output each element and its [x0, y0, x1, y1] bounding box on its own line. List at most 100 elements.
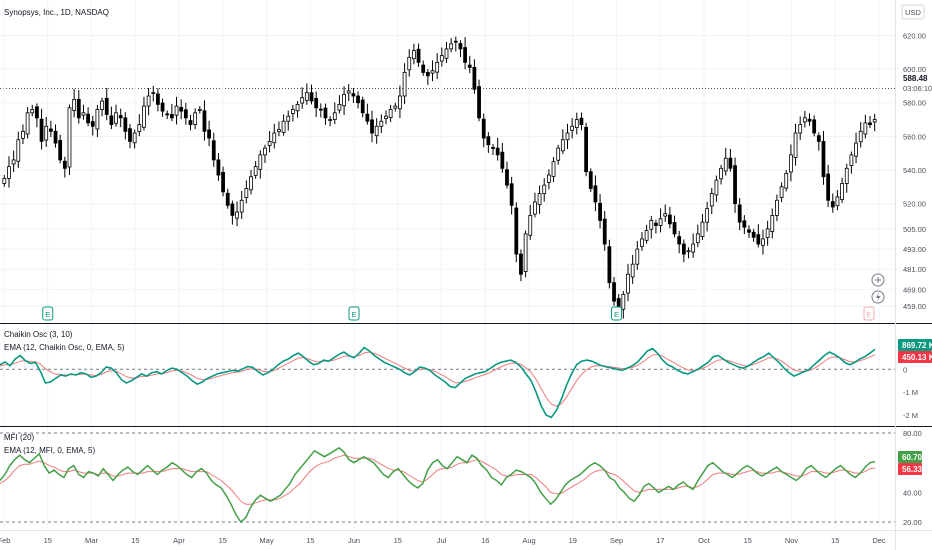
candle-up	[844, 167, 849, 184]
candle-up	[244, 188, 249, 198]
time-tick-label: Nov	[785, 536, 799, 545]
candle-up	[253, 166, 258, 176]
candle-down	[76, 98, 81, 119]
candle-down	[458, 43, 463, 50]
candle-up	[328, 119, 333, 121]
earnings-marker[interactable]: E	[611, 306, 622, 321]
candle-down	[425, 72, 430, 77]
price-tick-label: 620.00	[903, 31, 926, 40]
price-pane[interactable]	[2, 36, 877, 319]
candle-up	[95, 109, 100, 130]
chaikin-axis[interactable]: 869.72 K 450.13 K 0 -1 M -2 M	[898, 339, 932, 420]
chaikin-value: 869.72 K	[902, 341, 932, 350]
candle-down	[616, 298, 621, 309]
candle-up	[30, 109, 35, 114]
time-tick-label: 19	[569, 536, 577, 545]
earnings-marker[interactable]: E	[42, 306, 54, 321]
candle-up	[761, 238, 765, 246]
candle-down	[453, 40, 458, 43]
candle-up	[770, 215, 775, 232]
candle-up	[142, 105, 146, 128]
chaikin-osc-pane[interactable]	[0, 346, 895, 419]
candle-down	[356, 95, 360, 104]
earnings-marker-label: E	[351, 310, 356, 319]
chaikin-ema-title[interactable]: EMA (12, Chaikin Osc, 0, EMA, 5)	[4, 343, 125, 352]
price-tick-label: 459.00	[903, 302, 926, 311]
mfi-ema-title[interactable]: EMA (12, MFI, 0, EMA, 5)	[4, 446, 95, 455]
candle-up	[858, 130, 863, 143]
candle-up	[100, 100, 104, 110]
time-tick-label: Oct	[698, 536, 711, 545]
candle-up	[402, 72, 407, 97]
candle-down	[500, 151, 505, 169]
candle-down	[826, 173, 831, 201]
candle-up	[384, 115, 388, 119]
currency-button[interactable]	[901, 4, 925, 20]
price-tick-label: 600.00	[903, 65, 926, 74]
candle-up	[398, 95, 402, 110]
candle-up	[542, 184, 547, 194]
candle-down	[421, 64, 426, 73]
candle-up	[798, 124, 803, 134]
candle-up	[560, 139, 565, 152]
candle-up	[281, 120, 286, 133]
candle-down	[830, 201, 835, 208]
earnings-marker[interactable]: E	[348, 306, 360, 321]
add-icon[interactable]	[871, 273, 885, 287]
candlestick-series	[2, 36, 877, 319]
candle-down	[467, 64, 472, 68]
candle-down	[495, 147, 500, 156]
candle-down	[672, 222, 677, 235]
candle-down	[86, 113, 90, 124]
candle-up	[779, 186, 784, 198]
time-tick-label: 15	[131, 536, 139, 545]
time-axis[interactable]: Feb 15 Mar 15 Apr 15 May 15 Jun 15 Jul 16 Aug 19 Sep 17…	[0, 536, 886, 545]
candle-down	[463, 47, 467, 63]
candle-down	[123, 117, 128, 132]
time-tick-label: Feb	[0, 536, 10, 545]
candle-down	[756, 234, 761, 245]
candle-down	[667, 214, 672, 225]
candle-down	[742, 220, 747, 228]
chaikin-title[interactable]: Chaikin Osc (3, 10)	[4, 330, 73, 339]
candle-up	[388, 109, 393, 118]
time-tick-label: Mar	[85, 536, 98, 545]
candle-down	[593, 185, 598, 203]
candle-down	[179, 107, 184, 112]
candle-up	[793, 132, 798, 158]
candle-down	[128, 128, 132, 142]
time-tick-label: 15	[831, 536, 839, 545]
candle-down	[598, 202, 602, 221]
candle-down	[509, 183, 514, 206]
candle-up	[574, 119, 579, 129]
candle-up	[7, 166, 11, 179]
mfi-pane[interactable]	[0, 432, 895, 524]
price-tick-label: 505.00	[903, 225, 926, 234]
candle-down	[472, 67, 477, 90]
chaikin-osc-line	[0, 346, 876, 419]
price-tick-label: 481.00	[903, 265, 926, 274]
countdown-label: 03:06:10	[903, 84, 932, 93]
candle-down	[733, 165, 737, 205]
time-tick-label: 16	[481, 536, 489, 545]
lightning-icon[interactable]	[871, 290, 885, 304]
candle-up	[565, 132, 570, 141]
earnings-marker[interactable]: E	[863, 306, 875, 321]
candle-down	[216, 159, 221, 176]
price-axis[interactable]: USD 620.00 600.00 580.00 560.00 540.00 520.00…	[901, 4, 932, 311]
candle-down	[477, 86, 481, 119]
mfi-title[interactable]: MFI (20)	[4, 433, 35, 442]
candle-down	[579, 117, 584, 125]
candle-up	[235, 211, 239, 219]
candle-down	[109, 115, 114, 125]
candle-down	[519, 253, 523, 275]
price-tick-label: 560.00	[903, 132, 926, 141]
candle-up	[686, 250, 691, 253]
candle-down	[607, 246, 612, 284]
time-tick-label: Jun	[348, 536, 360, 545]
candle-up	[802, 117, 807, 123]
currency-label: USD	[905, 8, 921, 17]
